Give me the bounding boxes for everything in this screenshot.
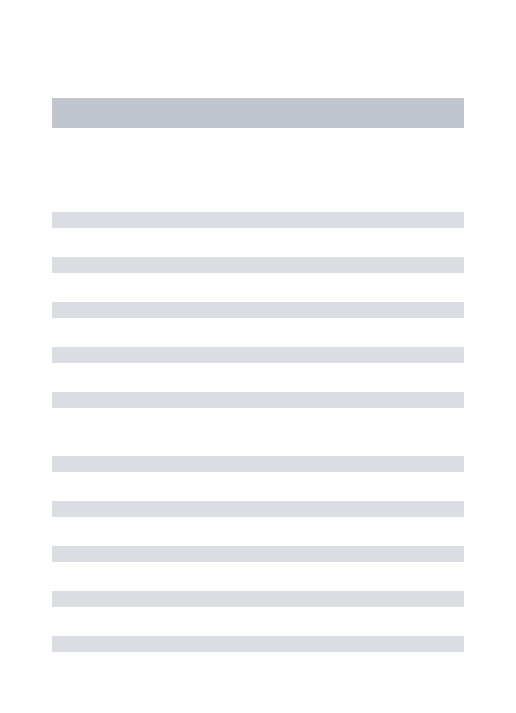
text-line-placeholder (52, 546, 464, 562)
document-wireframe (0, 0, 516, 652)
text-line-placeholder (52, 501, 464, 517)
text-line-placeholder (52, 392, 464, 408)
paragraph-group-2 (52, 456, 464, 652)
text-line-placeholder (52, 636, 464, 652)
paragraph-group-1 (52, 212, 464, 408)
text-line-placeholder (52, 347, 464, 363)
text-line-placeholder (52, 456, 464, 472)
text-line-placeholder (52, 257, 464, 273)
header-placeholder-bar (52, 98, 464, 128)
text-line-placeholder (52, 591, 464, 607)
text-line-placeholder (52, 212, 464, 228)
text-line-placeholder (52, 302, 464, 318)
